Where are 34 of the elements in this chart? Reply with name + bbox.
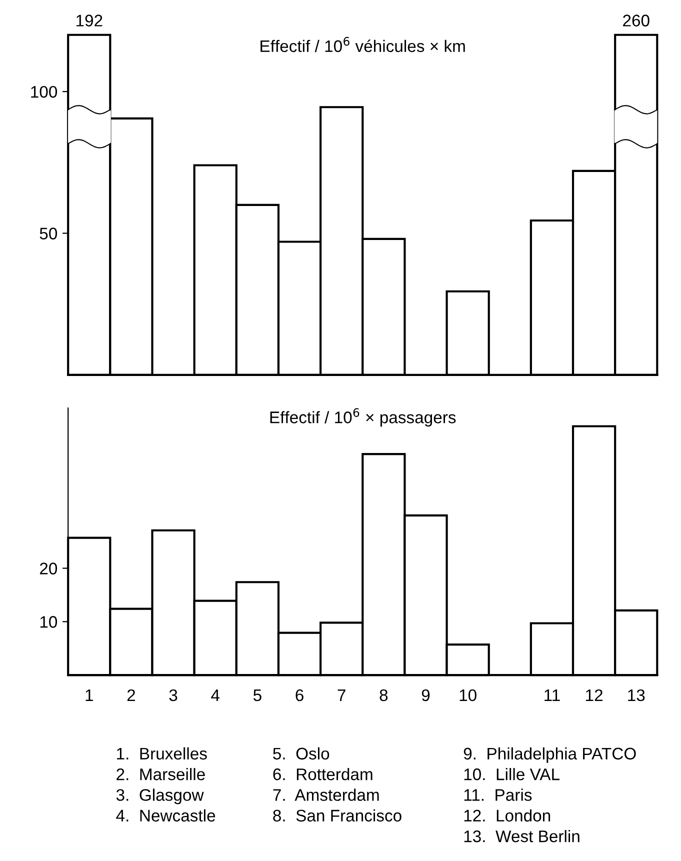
x-tick-label: 4 <box>211 690 220 701</box>
x-tick-label: 1 <box>86 690 93 701</box>
x-tick-label: 13 <box>628 689 645 702</box>
x-tick-label: 10 <box>460 689 476 702</box>
text: 9. Philadelphia PATCO <box>464 747 636 763</box>
text: 12. London <box>464 809 550 822</box>
x-tick-label: 11 <box>544 690 560 701</box>
chart-title: Effectif / 10$^{6}$ véhicules × km <box>260 36 465 52</box>
x-tick-label: 2 <box>127 689 136 701</box>
x-tick-label: 9 <box>422 689 430 702</box>
y-tick-label: 10 <box>40 616 58 628</box>
text: 260 <box>623 14 650 26</box>
y-tick-label: 50 <box>40 228 58 240</box>
text: 3. Glasgow <box>116 788 204 804</box>
y-tick-label: 20 <box>40 562 58 574</box>
text: 2. Marseille <box>116 768 205 780</box>
text: 6. Rotterdam <box>273 768 372 780</box>
x-tick-label: 3 <box>169 689 178 702</box>
text: 1. Bruxelles <box>117 747 207 760</box>
text: 10. Lille VAL <box>464 768 560 780</box>
x-tick-label: 8 <box>380 689 388 702</box>
x-tick-label: 12 <box>586 689 602 701</box>
chart-title: Effectif / 10$^{6}$ × passagers <box>270 408 456 427</box>
text: 192 <box>76 14 102 26</box>
text: 13. West Berlin <box>464 830 580 842</box>
x-tick-label: 6 <box>296 689 304 702</box>
text: 4. Newcastle <box>116 809 216 822</box>
text: 8. San Francisco <box>273 809 402 822</box>
text: 11. Paris <box>464 788 532 801</box>
x-tick-label: 5 <box>253 690 262 702</box>
y-tick-label: 100 <box>31 86 58 98</box>
x-tick-label: 7 <box>338 690 346 701</box>
text: 5. Oslo <box>273 747 330 760</box>
text: 7. Amsterdam <box>273 788 379 801</box>
